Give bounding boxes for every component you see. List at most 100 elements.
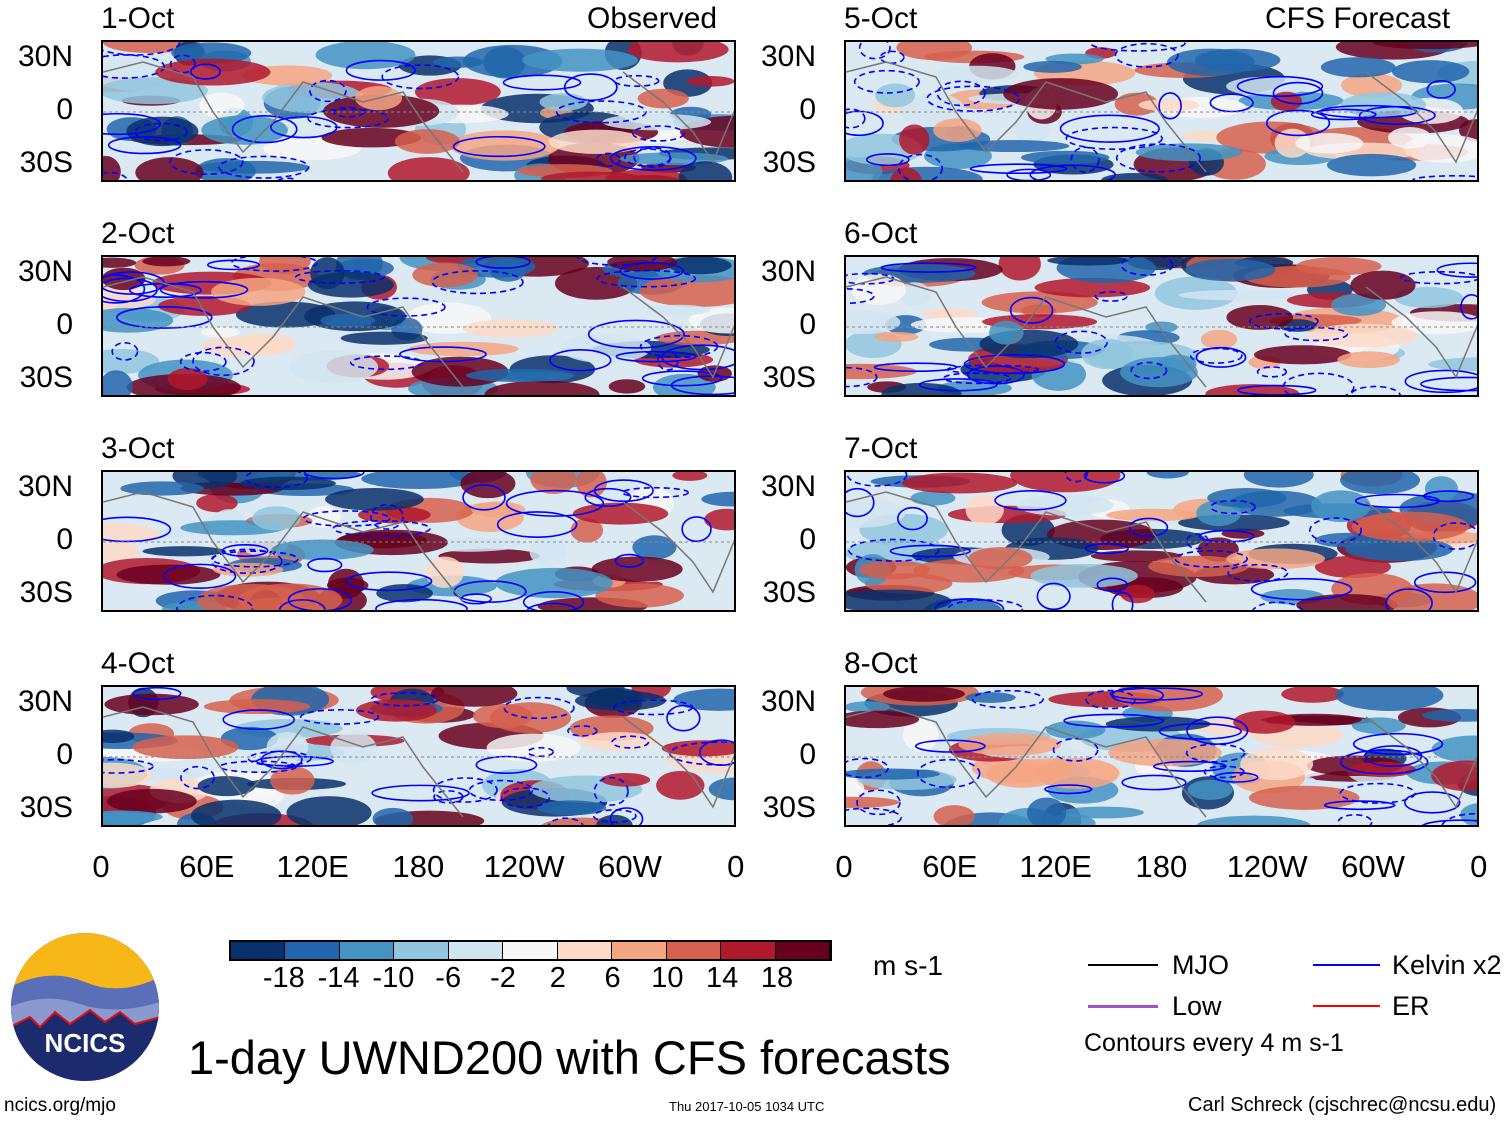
wind-anomaly-shading xyxy=(574,690,666,711)
wind-anomaly-shading xyxy=(708,777,734,801)
wind-anomaly-shading xyxy=(489,258,527,282)
legend-label-low: Low xyxy=(1172,991,1222,1021)
lon-tick-label: 0 xyxy=(835,849,853,884)
wind-anomaly-shading xyxy=(910,490,956,506)
colorbar-swatch xyxy=(666,942,722,959)
wind-anomaly-shading xyxy=(536,800,607,816)
kelvin-contour xyxy=(1044,784,1093,795)
kelvin-contour xyxy=(299,709,380,725)
wind-anomaly-shading xyxy=(608,379,646,394)
kelvin-contour xyxy=(169,149,244,175)
kelvin-contour xyxy=(969,163,1068,175)
colorbar-tick-label: -6 xyxy=(435,962,462,994)
kelvin-contour xyxy=(210,548,283,575)
colorbar-swatch xyxy=(448,942,504,959)
colorbar-tick-label: -18 xyxy=(262,962,305,994)
lat-tick-label: 30S xyxy=(19,791,73,824)
lon-tick-label: 60E xyxy=(179,849,235,884)
wind-anomaly-shading xyxy=(1200,329,1238,350)
wind-anomaly-shading xyxy=(1351,717,1406,734)
wind-anomaly-shading xyxy=(846,701,891,713)
wind-anomaly-shading xyxy=(1081,338,1134,370)
wind-anomaly-shading xyxy=(672,472,708,481)
kelvin-contour xyxy=(1096,577,1128,592)
wind-anomaly-shading xyxy=(1335,687,1444,711)
kelvin-contour xyxy=(207,259,261,271)
coastline xyxy=(846,276,1477,388)
wind-anomaly-shading xyxy=(530,472,577,495)
wind-anomaly-shading xyxy=(602,113,712,131)
wind-anomaly-shading xyxy=(881,382,962,395)
wind-anomaly-shading xyxy=(484,380,600,395)
forecast-header: CFS Forecast xyxy=(1265,2,1451,35)
kelvin-contour xyxy=(163,563,237,590)
kelvin-contour xyxy=(846,487,875,518)
wind-anomaly-shading xyxy=(1320,57,1396,78)
panel-date-label: 5-Oct xyxy=(844,2,918,35)
wind-anomaly-shading xyxy=(673,688,734,711)
wind-anomaly-shading xyxy=(1248,785,1360,810)
footer-site[interactable]: ncics.org/mjo xyxy=(4,1095,116,1116)
kelvin-contour xyxy=(593,776,629,806)
kelvin-contour xyxy=(1059,114,1160,143)
kelvin-contour xyxy=(619,262,684,280)
wind-anomaly-shading xyxy=(438,548,540,564)
wind-anomaly-shading xyxy=(408,341,519,357)
kelvin-contour xyxy=(613,74,660,87)
observed-header: Observed xyxy=(587,2,718,35)
kelvin-contour xyxy=(1174,550,1248,568)
wind-anomaly-shading xyxy=(361,472,479,489)
wind-anomaly-shading xyxy=(171,42,252,64)
panel-date-label: 8-Oct xyxy=(844,647,918,680)
kelvin-contour xyxy=(576,257,657,266)
kelvin-contour xyxy=(1009,296,1054,324)
legend-line-kelvin xyxy=(1313,964,1380,966)
kelvin-contour xyxy=(496,511,578,538)
kelvin-contour xyxy=(846,807,902,825)
kelvin-contour xyxy=(1349,385,1402,395)
legend-label-mjo: MJO xyxy=(1172,950,1229,980)
wind-anomaly-shading xyxy=(846,796,900,808)
wind-anomaly-shading xyxy=(1027,797,1067,825)
panel-date-label: 1-Oct xyxy=(101,2,175,35)
lat-tick-label: 0 xyxy=(56,93,73,126)
coastline xyxy=(846,61,1477,173)
wind-anomaly-shading xyxy=(103,77,209,105)
lat-tick-label: 30S xyxy=(19,576,73,609)
wind-anomaly-shading xyxy=(1371,42,1477,50)
lat-tick-label: 30N xyxy=(760,40,816,73)
wind-anomaly-shading xyxy=(1351,511,1469,542)
wind-anomaly-shading xyxy=(197,775,256,797)
kelvin-contour xyxy=(632,125,685,142)
kelvin-contour xyxy=(1236,75,1324,97)
kelvin-contour xyxy=(1195,346,1247,368)
wind-anomaly-shading xyxy=(896,42,973,61)
wind-anomaly-shading xyxy=(1185,258,1276,282)
lat-tick-label: 30S xyxy=(19,146,73,179)
kelvin-contour xyxy=(1399,270,1477,285)
wind-anomaly-shading xyxy=(1226,548,1325,570)
wind-anomaly-shading xyxy=(1340,73,1403,98)
kelvin-contour xyxy=(221,544,269,558)
wind-anomaly-shading xyxy=(998,257,1041,281)
wind-anomaly-shading xyxy=(1030,563,1138,588)
wind-anomaly-shading xyxy=(686,75,734,87)
wind-anomaly-shading xyxy=(1023,60,1082,73)
panel-date-label: 2-Oct xyxy=(101,217,175,250)
legend-label-kelvin: Kelvin x2 xyxy=(1392,950,1502,980)
wind-anomaly-shading xyxy=(560,333,652,363)
wind-anomaly-shading xyxy=(103,542,141,560)
wind-anomaly-shading xyxy=(1146,472,1189,479)
kelvin-contour xyxy=(1111,591,1134,610)
colorbar-swatch xyxy=(394,942,449,959)
wind-anomaly-shading xyxy=(1226,76,1308,97)
coastline xyxy=(103,706,734,818)
wind-anomaly-shading xyxy=(846,589,952,610)
wind-anomaly-shading xyxy=(900,93,966,128)
wind-anomaly-shading xyxy=(1233,710,1296,734)
wind-anomaly-shading xyxy=(1295,257,1382,276)
kelvin-contour xyxy=(309,79,347,103)
wind-anomaly-shading xyxy=(678,161,733,180)
lon-tick-label: 180 xyxy=(1135,849,1188,884)
wind-anomaly-shading xyxy=(541,171,644,180)
